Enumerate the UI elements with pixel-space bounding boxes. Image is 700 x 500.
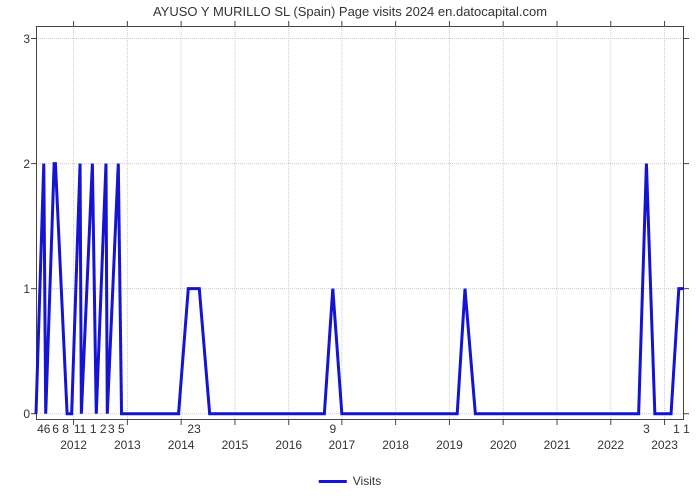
plot-area: 0123201220132014201520162017201820192020… xyxy=(36,26,684,420)
x-tick-secondary: 1 2 xyxy=(90,420,107,436)
legend-line xyxy=(319,480,347,483)
x-tick-year: 2016 xyxy=(275,420,302,452)
chart-container: AYUSO Y MURILLO SL (Spain) Page visits 2… xyxy=(0,0,700,500)
x-tick-year: 2019 xyxy=(436,420,463,452)
x-tick-secondary: 3 5 xyxy=(108,420,125,436)
x-tick-year: 2022 xyxy=(597,420,624,452)
x-tick-year: 2015 xyxy=(222,420,249,452)
y-tick-label: 2 xyxy=(23,157,36,171)
x-tick-year: 2020 xyxy=(490,420,517,452)
y-tick-label: 1 xyxy=(23,282,36,296)
x-tick-secondary: 23 xyxy=(187,420,200,436)
x-tick-secondary: 11 xyxy=(74,420,86,436)
y-tick-label: 0 xyxy=(23,407,36,421)
x-tick-secondary: 3 xyxy=(643,420,650,436)
x-tick-secondary: 6 8 xyxy=(52,420,69,436)
x-tick-secondary: 9 xyxy=(329,420,336,436)
chart-title: AYUSO Y MURILLO SL (Spain) Page visits 2… xyxy=(0,4,700,19)
legend: Visits xyxy=(319,474,381,488)
x-tick-year: 2018 xyxy=(382,420,409,452)
x-tick-secondary: 46 xyxy=(37,420,50,436)
x-tick-secondary: 1 1 xyxy=(673,420,690,436)
x-tick-year: 2021 xyxy=(544,420,571,452)
y-tick-label: 3 xyxy=(23,32,36,46)
chart-svg xyxy=(36,26,684,420)
legend-label: Visits xyxy=(353,474,381,488)
